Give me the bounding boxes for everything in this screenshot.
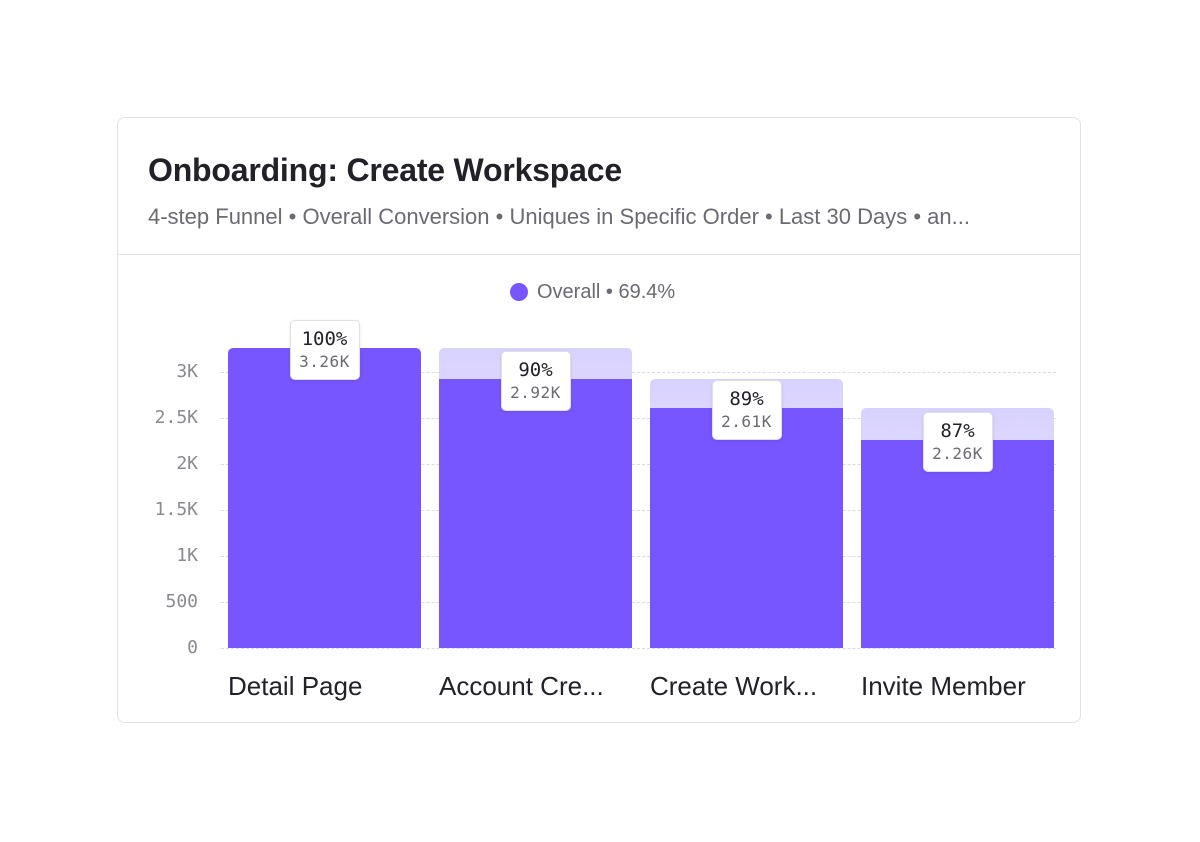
gridline	[221, 510, 1056, 511]
circle-dot-icon	[510, 283, 528, 301]
gridline	[221, 602, 1056, 603]
step-count-value: 2.26K	[932, 444, 983, 464]
y-axis-tick-label: 500	[165, 591, 198, 612]
step-name-label[interactable]: Create Work...	[650, 671, 818, 701]
y-axis-tick-label: 1.5K	[154, 499, 198, 520]
funnel-bar-chart: 0 500 1K 1.5K 2K 2.5K 3K 100% 3.26K Detail Page 90…	[118, 118, 1082, 724]
gridline	[221, 648, 1056, 649]
step-conversion-percent: 90%	[518, 359, 553, 382]
y-axis-tick-label: 0	[187, 637, 198, 658]
funnel-step-bar[interactable]	[228, 348, 421, 648]
step-count-value: 2.61K	[721, 411, 772, 431]
gridline	[221, 372, 1056, 373]
step-value-label: 89% 2.61K	[711, 379, 782, 440]
step-conversion-percent: 87%	[940, 420, 975, 443]
step-count-value: 3.26K	[299, 352, 350, 372]
legend-label: Overall • 69.4%	[537, 280, 676, 303]
step-value-label: 100% 3.26K	[289, 320, 360, 381]
card-header: Onboarding: Create Workspace 4-step Funn…	[118, 118, 1080, 255]
report-subtitle: 4-step Funnel • Overall Conversion • Uni…	[148, 204, 970, 229]
gridline	[221, 418, 1056, 419]
y-axis-tick-label: 2K	[176, 453, 198, 474]
gridline	[221, 464, 1056, 465]
funnel-report-card: Onboarding: Create Workspace 4-step Funn…	[117, 117, 1081, 723]
step-conversion-percent: 100%	[301, 328, 348, 351]
report-title[interactable]: Onboarding: Create Workspace	[148, 152, 622, 188]
legend-item-overall[interactable]: Overall • 69.4%	[510, 280, 675, 304]
step-count-value: 2.92K	[510, 383, 561, 403]
y-axis-tick-label: 1K	[176, 545, 198, 566]
y-axis-tick-label: 2.5K	[154, 407, 198, 428]
step-name-label[interactable]: Account Cre...	[439, 671, 604, 701]
step-name-label[interactable]: Detail Page	[228, 671, 363, 701]
funnel-step-bar[interactable]	[439, 379, 632, 648]
gridline	[221, 556, 1056, 557]
y-axis-tick-label: 3K	[176, 361, 198, 382]
funnel-step-bar[interactable]	[650, 407, 843, 648]
funnel-step-bar[interactable]	[861, 440, 1054, 648]
step-value-label: 87% 2.26K	[922, 412, 993, 473]
step-value-label: 90% 2.92K	[500, 351, 571, 412]
step-conversion-percent: 89%	[729, 387, 764, 410]
step-name-label[interactable]: Invite Member	[861, 671, 1026, 701]
